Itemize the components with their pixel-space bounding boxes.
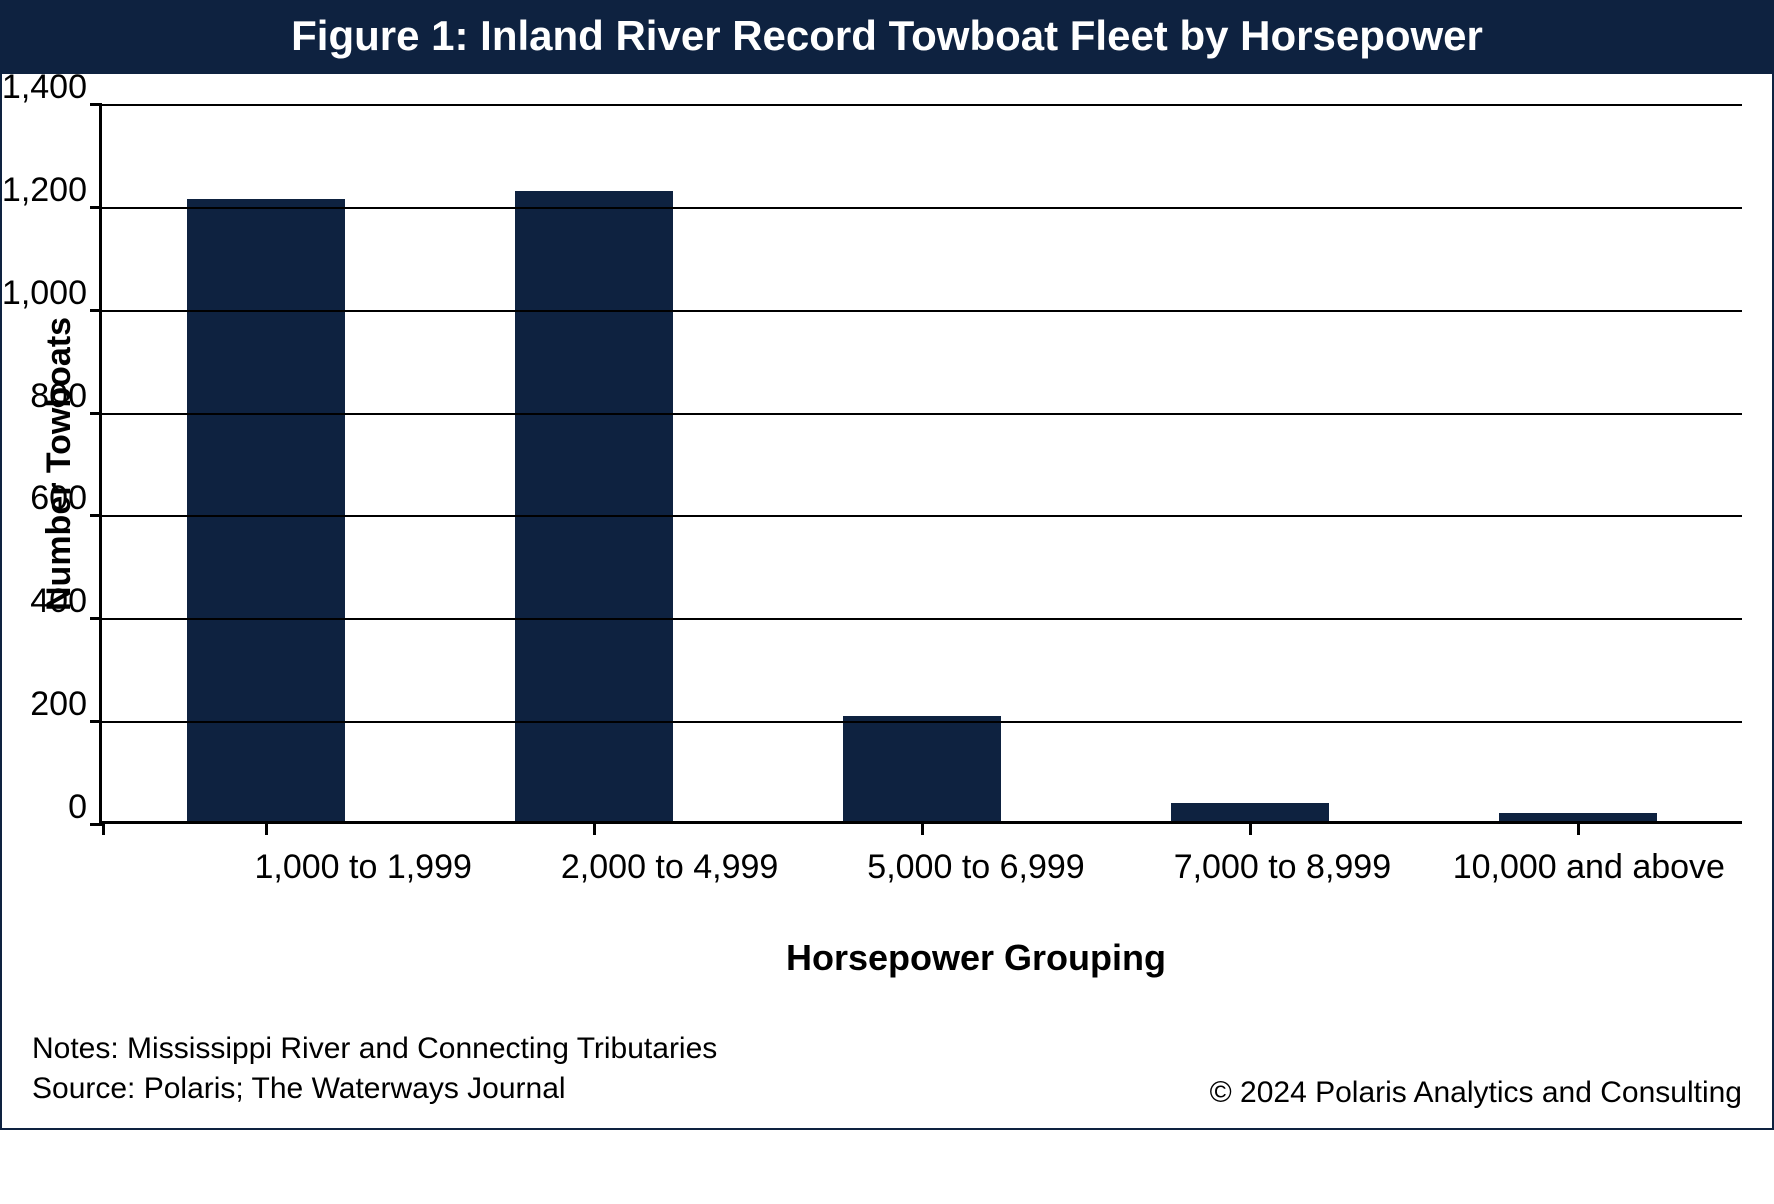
x-tick-mark: [1577, 821, 1580, 835]
gridline: [102, 515, 1742, 517]
figure-footer: Notes: Mississippi River and Connecting …: [2, 1029, 1772, 1128]
x-tick-label: 1,000 to 1,999: [210, 824, 516, 889]
bar-slot: [1414, 104, 1742, 821]
x-tick-label: 7,000 to 8,999: [1129, 824, 1435, 889]
gridline: [102, 721, 1742, 723]
gridline: [102, 207, 1742, 209]
bar-slot: [1086, 104, 1414, 821]
x-tick-label: 10,000 and above: [1436, 824, 1742, 889]
y-tick-mark: [90, 720, 102, 723]
y-tick-mark: [90, 412, 102, 415]
y-tick-mark: [90, 514, 102, 517]
bar-slot: [102, 104, 430, 821]
figure-container: Figure 1: Inland River Record Towboat Fl…: [0, 0, 1774, 1130]
y-tick-mark: [90, 617, 102, 620]
figure-title: Figure 1: Inland River Record Towboat Fl…: [2, 2, 1772, 74]
plot-area: [99, 104, 1742, 824]
bar: [1499, 813, 1656, 821]
footer-source: Source: Polaris; The Waterways Journal: [32, 1069, 717, 1110]
plot-wrap: Number Towboats 1,400 1,200 1,000 800 60…: [32, 104, 1742, 824]
bar-slot: [758, 104, 1086, 821]
footer-copyright: © 2024 Polaris Analytics and Consulting: [1210, 1076, 1742, 1110]
y-tick-mark: [90, 206, 102, 209]
gridline: [102, 618, 1742, 620]
gridline: [102, 310, 1742, 312]
bar-slot: [430, 104, 758, 821]
x-tick-mark: [1249, 821, 1252, 835]
x-axis-labels: 1,000 to 1,999 2,000 to 4,999 5,000 to 6…: [210, 824, 1742, 889]
x-tick-mark: [265, 821, 268, 835]
x-tick-mark: [921, 821, 924, 835]
bar: [843, 716, 1000, 821]
x-axis-title-row: Horsepower Grouping: [32, 889, 1742, 1019]
y-tick-mark: [90, 103, 102, 106]
y-axis-ticks: 1,400 1,200 1,000 800 600 400 200 0: [87, 104, 99, 824]
bar: [1171, 803, 1328, 821]
x-tick-mark: [593, 821, 596, 835]
chart-body: Number Towboats 1,400 1,200 1,000 800 60…: [2, 74, 1772, 1029]
x-tick-label: 2,000 to 4,999: [516, 824, 822, 889]
bar: [515, 191, 672, 821]
footer-left: Notes: Mississippi River and Connecting …: [32, 1029, 717, 1110]
gridline: [102, 413, 1742, 415]
y-tick-mark: [90, 309, 102, 312]
gridline: [102, 104, 1742, 106]
bar: [187, 199, 344, 821]
x-axis-title: Horsepower Grouping: [210, 889, 1742, 1019]
footer-notes: Notes: Mississippi River and Connecting …: [32, 1029, 717, 1070]
y-tick-mark: [90, 823, 102, 826]
bars-container: [102, 104, 1742, 821]
x-axis-labels-row: 1,000 to 1,999 2,000 to 4,999 5,000 to 6…: [32, 824, 1742, 889]
x-tick-label: 5,000 to 6,999: [823, 824, 1129, 889]
x-tick-mark: [102, 821, 105, 835]
